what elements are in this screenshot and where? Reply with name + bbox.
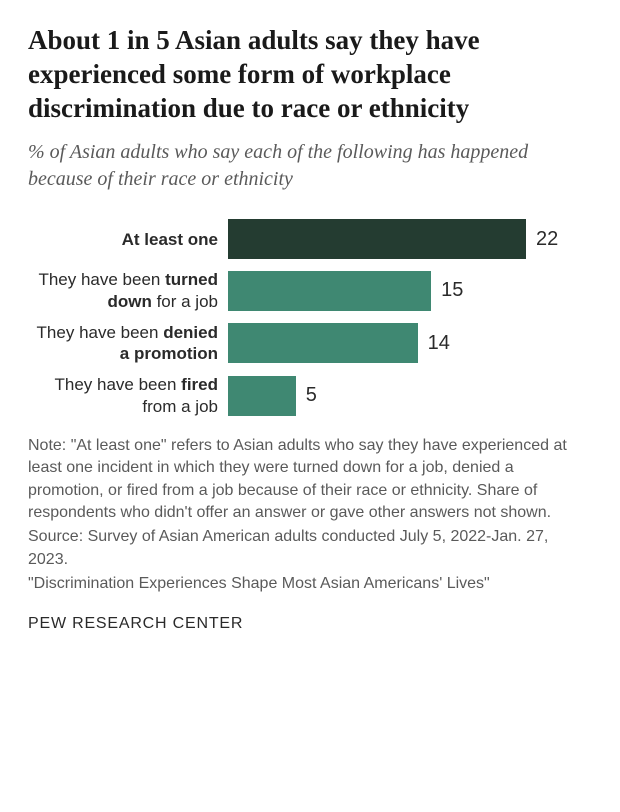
bar-value: 14 [428,332,450,355]
chart-note: Note: "At least one" refers to Asian adu… [28,435,592,525]
bar-label: They have been fired from a job [28,374,228,417]
bar-value: 5 [306,384,317,407]
bar [228,376,296,416]
bar [228,219,526,259]
chart-source: Source: Survey of Asian American adults … [28,526,592,571]
bar-label: They have been denied a promotion [28,322,228,365]
bar-row: They have been turned down for a job 15 [28,269,592,312]
bar-area: 15 [228,271,592,311]
bar-row: They have been fired from a job 5 [28,374,592,417]
bar-row: They have been denied a promotion 14 [28,322,592,365]
bar-chart: At least one 22 They have been turned down… [28,219,592,417]
bar [228,323,418,363]
chart-title: About 1 in 5 Asian adults say they have … [28,24,592,125]
bar-value: 15 [441,279,463,302]
bar [228,271,431,311]
chart-subtitle: % of Asian adults who say each of the fo… [28,139,592,193]
bar-label: They have been turned down for a job [28,269,228,312]
bar-area: 22 [228,219,592,259]
bar-value: 22 [536,228,558,251]
footer-attribution: PEW RESEARCH CENTER [28,615,592,633]
bar-label: At least one [28,229,228,250]
bar-area: 14 [228,323,592,363]
chart-report: "Discrimination Experiences Shape Most A… [28,573,592,595]
bar-area: 5 [228,376,592,416]
bar-row: At least one 22 [28,219,592,259]
